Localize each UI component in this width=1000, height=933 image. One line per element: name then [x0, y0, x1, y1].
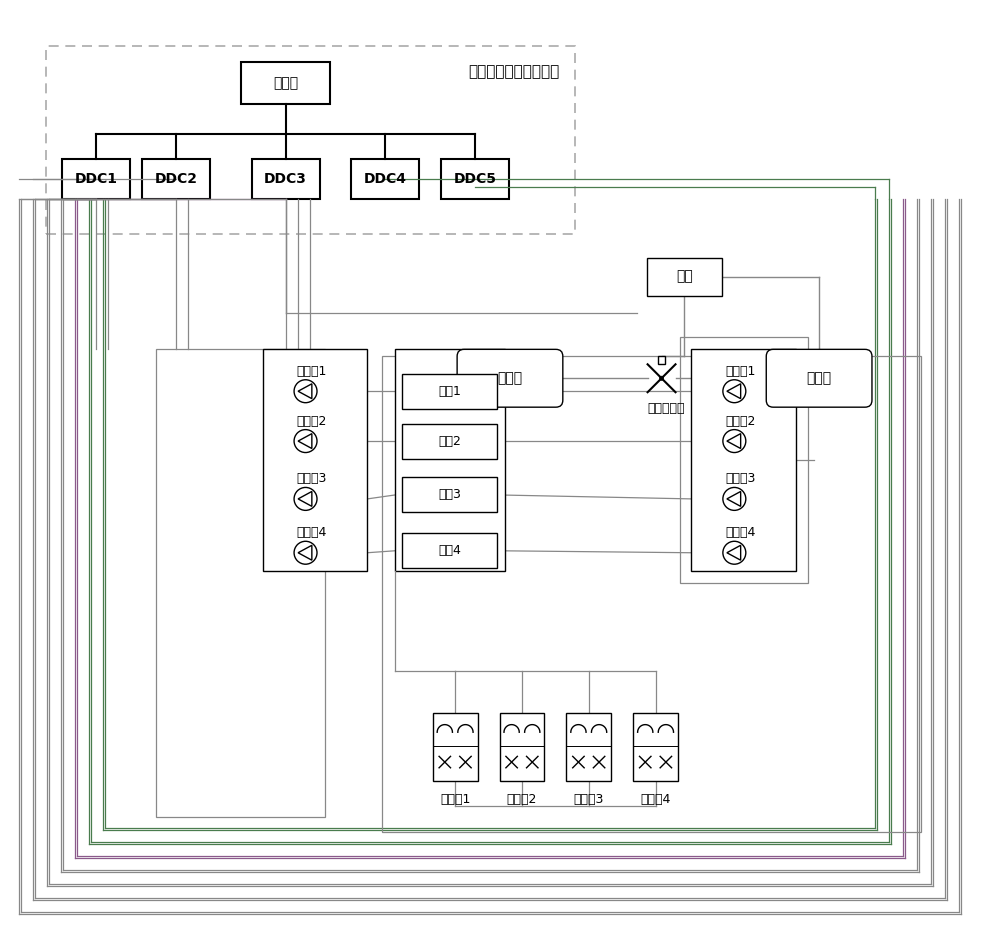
Text: 中央空调冷站控制系统: 中央空调冷站控制系统: [469, 64, 560, 79]
Text: 上位机: 上位机: [273, 77, 298, 91]
Text: 冷却塔4: 冷却塔4: [640, 792, 671, 805]
Bar: [62, 159, 130, 199]
Text: 集水器: 集水器: [807, 371, 832, 385]
Bar: [658, 356, 665, 364]
Bar: [395, 349, 505, 571]
Bar: [402, 374, 497, 409]
Text: 冷冻泵2: 冷冻泵2: [725, 414, 756, 427]
Bar: [156, 349, 325, 817]
Text: DDC4: DDC4: [364, 172, 407, 186]
Bar: [691, 349, 796, 571]
Bar: [500, 713, 544, 781]
FancyBboxPatch shape: [457, 349, 563, 407]
Bar: [441, 159, 509, 199]
FancyBboxPatch shape: [766, 349, 872, 407]
Bar: [46, 47, 575, 233]
Circle shape: [659, 376, 664, 381]
Bar: [263, 349, 367, 571]
Bar: [382, 356, 921, 832]
Text: DDC5: DDC5: [454, 172, 497, 186]
Bar: [433, 713, 478, 781]
Text: 冷却泵3: 冷却泵3: [296, 472, 327, 485]
Text: 冷机1: 冷机1: [438, 384, 461, 397]
Text: 冷机3: 冷机3: [438, 488, 461, 501]
Bar: [402, 478, 497, 512]
Text: 末端: 末端: [676, 270, 693, 284]
Text: DDC1: DDC1: [75, 172, 118, 186]
Text: 冷冻泵3: 冷冻泵3: [725, 472, 756, 485]
Bar: [566, 713, 611, 781]
Bar: [402, 534, 497, 568]
Text: 冷却塔2: 冷却塔2: [507, 792, 537, 805]
Text: 冷却泵4: 冷却泵4: [296, 526, 327, 539]
Text: DDC2: DDC2: [154, 172, 197, 186]
Bar: [680, 338, 808, 582]
Text: 冷冻泵1: 冷冻泵1: [725, 365, 756, 378]
Text: 冷却塔1: 冷却塔1: [440, 792, 470, 805]
Bar: [402, 424, 497, 458]
Bar: [351, 159, 419, 199]
Text: DDC3: DDC3: [264, 172, 307, 186]
Text: 冷机4: 冷机4: [438, 544, 461, 557]
Text: 冷却泵1: 冷却泵1: [296, 365, 327, 378]
Bar: [633, 713, 678, 781]
Bar: [252, 159, 320, 199]
Bar: [142, 159, 210, 199]
Text: 电动调节阀: 电动调节阀: [648, 402, 685, 414]
Bar: [241, 63, 330, 104]
Text: 冷却泵2: 冷却泵2: [296, 414, 327, 427]
Bar: [647, 258, 722, 296]
Text: 冷机2: 冷机2: [438, 435, 461, 448]
Text: 冷冻泵4: 冷冻泵4: [725, 526, 756, 539]
Text: 冷却塔3: 冷却塔3: [574, 792, 604, 805]
Text: 分水器: 分水器: [497, 371, 523, 385]
